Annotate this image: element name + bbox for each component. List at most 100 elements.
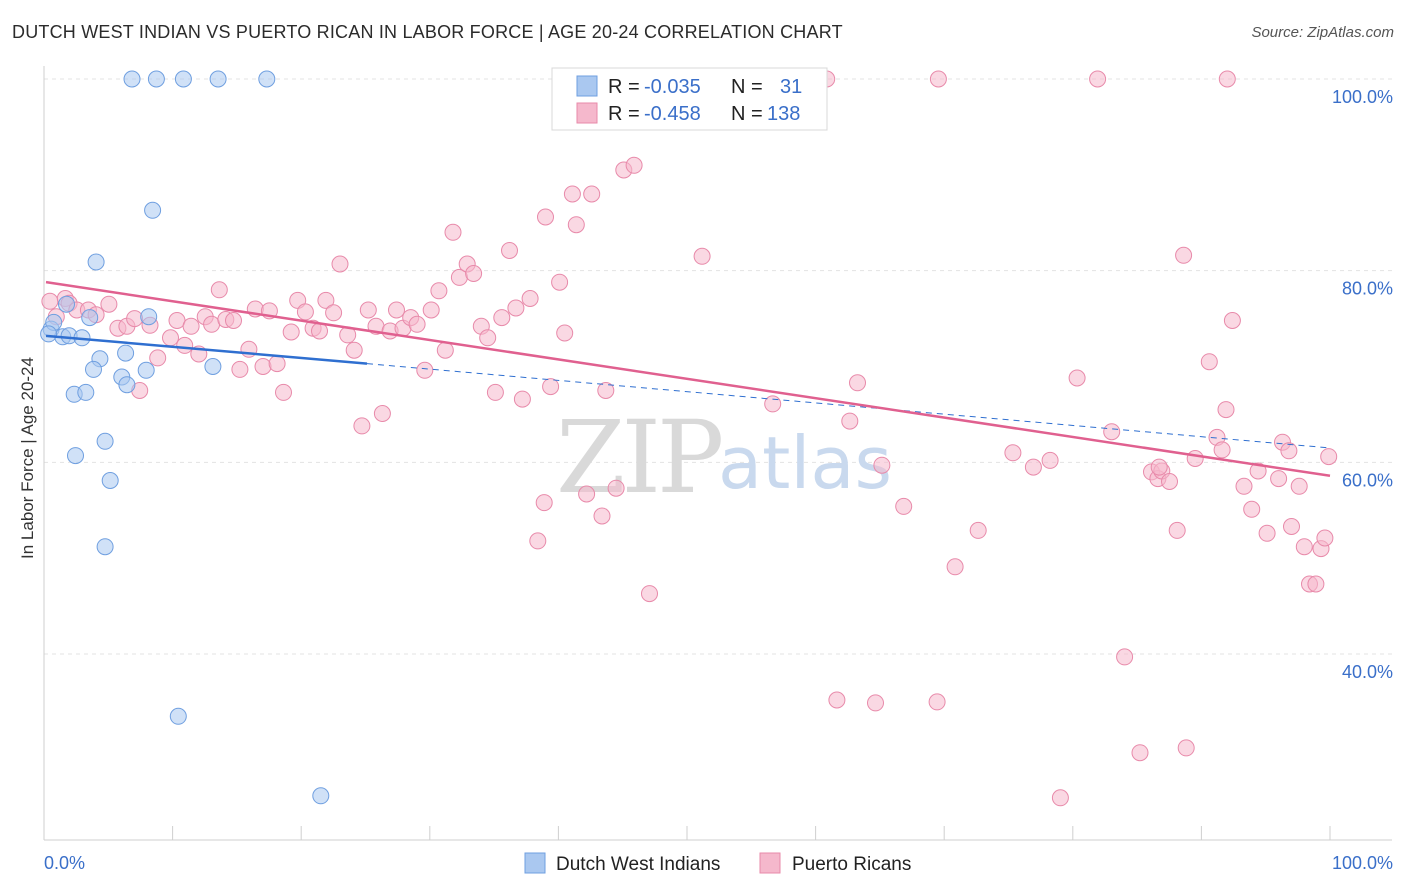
puerto-rican-point-110 [1186,450,1204,467]
puerto-rican-point-136 [583,185,601,203]
puerto-rican-point-67 [535,494,553,512]
puerto-rican-point-129 [1316,529,1334,547]
puerto-rican-point-118 [1249,462,1267,480]
puerto-rican-point-70 [551,273,569,291]
puerto-rican-point-53 [436,341,454,359]
dutch-west-indian-point-0 [123,70,141,88]
puerto-rican-point-131 [1051,789,1069,807]
dutch-west-indian-point-27 [96,538,114,556]
puerto-rican-point-42 [359,301,377,319]
dutch-west-indian-point-3 [209,70,227,88]
puerto-rican-point-96 [1024,458,1042,476]
dutch-west-indian-point-15 [117,344,135,362]
puerto-rican-point-102 [1131,744,1149,762]
x-tick-marks [43,826,1331,840]
legend-r-value-pink: -0.458 [644,103,701,125]
puerto-rican-point-20 [203,315,221,333]
puerto-rican-point-31 [282,323,300,341]
puerto-rican-point-64 [513,390,531,408]
dutch-west-indian-point-23 [77,383,95,401]
puerto-rican-point-36 [317,291,335,309]
puerto-rican-point-65 [521,290,539,307]
puerto-rican-point-98 [1068,369,1086,387]
puerto-rican-point-13 [149,349,167,367]
puerto-rican-point-54 [444,223,462,241]
puerto-rican-point-94 [969,521,987,539]
legend-swatch-pink [576,102,598,124]
bottom-legend-label-blue: Dutch West Indians [556,854,720,875]
puerto-rican-point-74 [578,485,596,503]
puerto-rican-point-81 [641,585,658,603]
puerto-rican-point-57 [465,265,483,282]
puerto-rican-point-93 [946,558,964,576]
puerto-rican-point-71 [556,324,574,342]
dutch-west-indian-point-21 [118,376,136,394]
puerto-rican-point-92 [928,693,946,711]
dutch-west-indian-point-17 [85,360,102,378]
puerto-rican-point-132 [828,691,846,709]
dutch-west-indian-point-18 [137,361,155,379]
puerto-rican-point-89 [849,374,866,392]
puerto-rican-point-33 [296,303,314,321]
bottom-legend-label-pink: Puerto Ricans [792,854,911,875]
dutch-west-indian-point-28 [169,707,187,725]
watermark-atlas: atlas [718,421,892,505]
dutch-west-indian-point-4 [258,70,276,88]
puerto-rican-point-108 [1175,246,1193,264]
puerto-rican-point-46 [388,301,405,319]
puerto-rican-point-119 [1258,524,1276,542]
puerto-rican-point-125 [1295,538,1313,556]
puerto-rican-point-30 [275,383,292,401]
puerto-rican-point-38 [331,255,349,273]
puerto-rican-point-24 [231,360,249,378]
puerto-rican-point-69 [542,378,560,396]
puerto-rican-point-15 [168,312,186,329]
puerto-rican-point-21 [210,281,228,299]
dutch-west-indian-trend-line [45,334,368,365]
puerto-rican-point-111 [1200,353,1218,371]
y-tick-label-80: 80.0% [1342,279,1393,299]
dutch-west-indian-trend-extension [366,363,1331,449]
source-label: Source: ZipAtlas.com [1251,24,1394,41]
puerto-rican-point-40 [345,341,363,359]
dutch-west-indian-point-6 [87,253,105,271]
puerto-rican-point-99 [1089,70,1107,88]
dutch-west-indian-point-7 [58,295,75,313]
series-legend: Dutch West Indians Puerto Ricans [524,852,911,875]
puerto-rican-point-66 [529,532,547,550]
puerto-rican-point-97 [1041,451,1059,469]
legend-r-label-blue: R = [608,76,640,98]
puerto-rican-point-123 [1283,518,1300,535]
puerto-rican-point-122 [1280,442,1298,460]
y-axis-label: In Labor Force | Age 20-24 [18,357,37,559]
puerto-rican-point-127 [1307,575,1325,593]
puerto-rican-point-137 [929,70,947,88]
puerto-rican-point-113 [1213,441,1231,459]
puerto-rican-point-134 [1150,458,1168,476]
puerto-rican-point-107 [1168,521,1186,539]
dutch-west-indian-point-24 [96,432,114,450]
dutch-west-indian-point-25 [67,447,84,465]
puerto-rican-point-61 [493,309,511,327]
trend-lines [45,280,1331,477]
puerto-rican-point-109 [1177,739,1195,757]
puerto-rican-point-116 [1235,477,1253,495]
dutch-west-indian-point-1 [147,70,165,88]
puerto-rican-point-7 [100,295,118,313]
puerto-rican-point-77 [607,479,625,497]
puerto-rican-point-88 [841,412,859,430]
puerto-rican-point-100 [1103,423,1121,441]
puerto-rican-point-50 [416,361,434,379]
puerto-rican-point-10 [126,310,144,328]
puerto-rican-point-101 [1116,648,1134,666]
puerto-rican-point-0 [41,292,59,310]
puerto-rican-point-63 [507,299,525,317]
puerto-rican-point-17 [182,317,200,335]
legend-n-value-blue: 31 [780,76,802,98]
puerto-rican-point-49 [408,315,426,333]
puerto-rican-point-79 [625,156,643,174]
puerto-rican-points [41,70,1338,807]
dutch-west-indian-point-19 [204,358,222,375]
x-tick-label-max: 100.0% [1332,853,1393,873]
